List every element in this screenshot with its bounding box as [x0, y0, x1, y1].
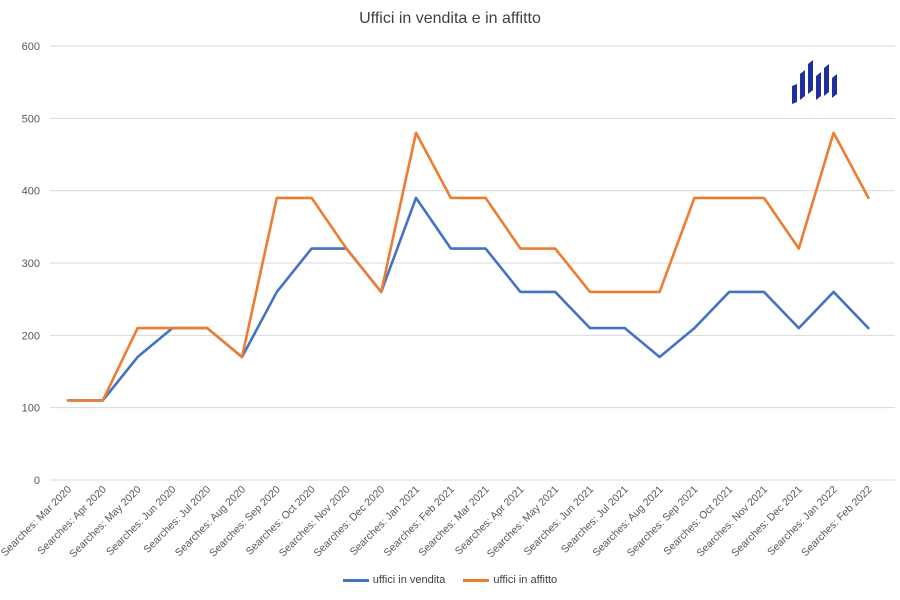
- y-tick-label: 100: [22, 403, 40, 415]
- chart-title: Uffici in vendita e in affitto: [359, 10, 541, 27]
- series-line-0: [66, 196, 870, 402]
- bar-chart-logo-icon: [792, 60, 837, 104]
- series-lines: [66, 131, 870, 402]
- y-axis-ticks: 0 100 200 300 400 500 600: [22, 41, 40, 487]
- grid-lines: [50, 45, 895, 481]
- legend-item-affitto: uffici in affitto: [463, 574, 557, 586]
- y-tick-label: 600: [22, 41, 40, 53]
- y-tick-label: 200: [22, 330, 40, 342]
- chart-legend: uffici in vendita uffici in affitto: [0, 574, 900, 586]
- legend-swatch-vendita: [342, 578, 369, 582]
- y-tick-label: 500: [22, 113, 40, 125]
- legend-swatch-affitto: [463, 578, 490, 582]
- legend-label-affitto: uffici in affitto: [493, 574, 558, 586]
- series-line-1: [66, 131, 870, 402]
- legend-item-vendita: uffici in vendita: [342, 574, 446, 586]
- legend-label-vendita: uffici in vendita: [372, 574, 446, 586]
- y-tick-label: 300: [22, 258, 40, 270]
- y-tick-label: 400: [22, 186, 40, 198]
- y-tick-label: 0: [34, 475, 40, 487]
